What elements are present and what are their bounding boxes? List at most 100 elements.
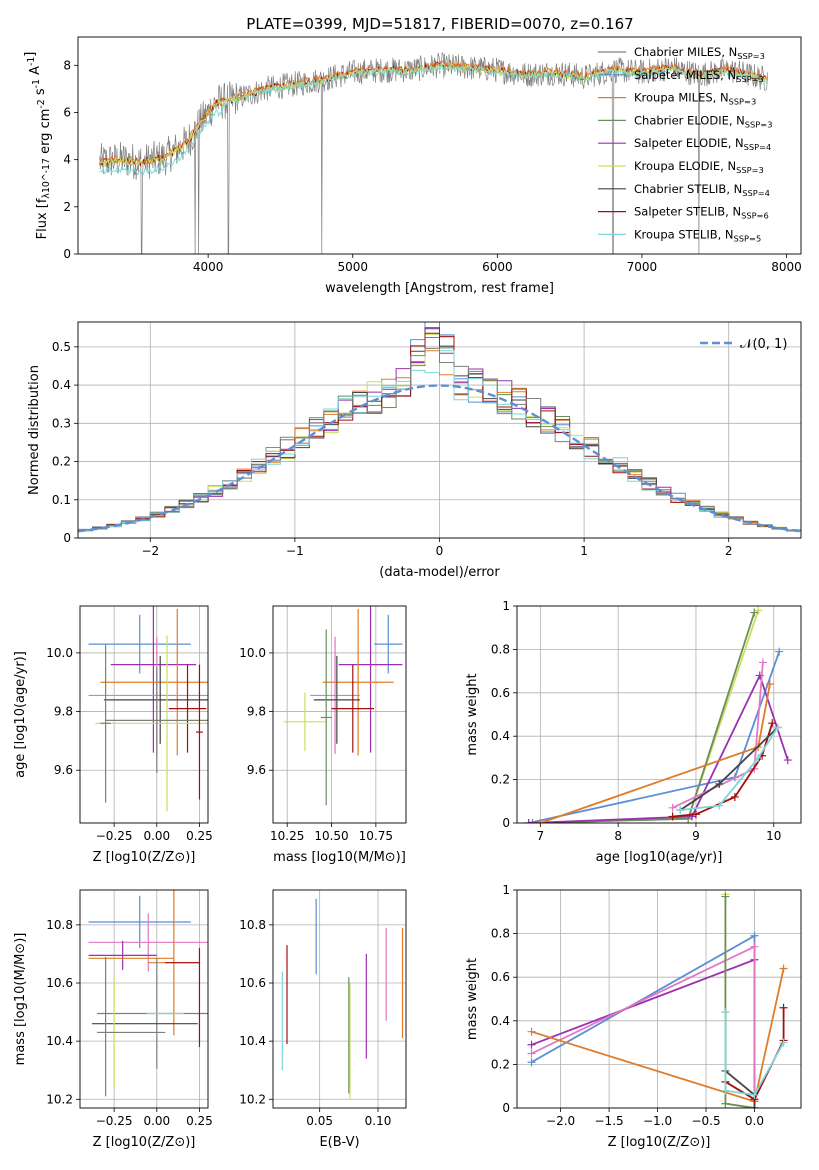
massweight-series bbox=[531, 968, 785, 1103]
y-tick-label: 0 bbox=[63, 247, 71, 261]
plot-area bbox=[88, 890, 208, 1097]
massweight-series bbox=[680, 727, 779, 811]
data-point-marker bbox=[730, 792, 739, 801]
x-tick-label: 10.75 bbox=[359, 829, 393, 843]
y-tick-label: 10.0 bbox=[239, 646, 266, 660]
axes-frame bbox=[77, 36, 802, 255]
y-tick-label: 0 bbox=[502, 816, 510, 830]
y-tick-label: 0.6 bbox=[491, 970, 510, 984]
x-axis-label: Z [log10(Z/Z⊙)] bbox=[608, 1135, 711, 1150]
y-tick-label: 6 bbox=[63, 105, 71, 119]
legend-label: Salpeter MILES, NSSP=3 bbox=[634, 68, 764, 84]
massweight-series bbox=[531, 945, 756, 1102]
y-axis-label: Flux [fλ10^-17 erg cm-2 s-1 A-1] bbox=[23, 52, 53, 240]
normal-curve bbox=[78, 384, 801, 533]
data-point-marker bbox=[524, 819, 533, 823]
plot-area bbox=[283, 606, 403, 806]
age-vs-Z-panel: −0.25 0.00 0.25 9.6 9.8 10.0 Z [log10(Z/Z⊙)] ag… bbox=[13, 605, 213, 865]
massweight-series bbox=[540, 683, 771, 823]
y-tick-label: 9.6 bbox=[247, 763, 266, 777]
x-tick-label: −1.0 bbox=[643, 1114, 672, 1128]
y-axis-label: mass weight bbox=[465, 958, 480, 1040]
y-tick-label: 0.3 bbox=[52, 416, 71, 430]
y-tick-label: 0.6 bbox=[491, 686, 510, 700]
x-tick-label: 2 bbox=[725, 544, 733, 558]
x-tick-label: −1.5 bbox=[595, 1114, 624, 1128]
figure-title: PLATE=0399, MJD=51817, FIBERID=0070, z=0… bbox=[246, 15, 633, 33]
data-point-marker bbox=[527, 1027, 536, 1036]
massweight-series bbox=[724, 1012, 785, 1096]
y-tick-label: 10.6 bbox=[239, 976, 266, 990]
data-point-marker bbox=[715, 779, 724, 788]
data-point-marker bbox=[779, 1038, 788, 1047]
x-tick-label: 6000 bbox=[482, 260, 513, 274]
y-tick-label: 9.6 bbox=[54, 763, 73, 777]
y-tick-label: 8 bbox=[63, 58, 71, 72]
y-tick-label: 2 bbox=[63, 200, 71, 214]
y-axis-label: mass weight bbox=[465, 673, 480, 755]
data-point-marker bbox=[528, 819, 537, 823]
x-tick-label: 4000 bbox=[193, 260, 224, 274]
y-tick-label: 10.8 bbox=[46, 918, 73, 932]
plot-area bbox=[78, 322, 801, 533]
mass-vs-Z-panel: −0.25 0.00 0.25 10.2 10.4 10.6 10.8 Z [log10(Z/… bbox=[13, 889, 213, 1150]
y-tick-label: 10.4 bbox=[239, 1034, 266, 1048]
y-tick-label: 0.2 bbox=[52, 455, 71, 469]
legend-label: Chabrier ELODIE, NSSP=3 bbox=[634, 113, 772, 129]
plot-area bbox=[88, 606, 208, 812]
x-tick-label: 10.25 bbox=[270, 829, 304, 843]
y-tick-label: 1 bbox=[502, 883, 510, 897]
x-tick-label: −0.5 bbox=[691, 1114, 720, 1128]
y-tick-label: 10.6 bbox=[46, 976, 73, 990]
plot-area bbox=[527, 890, 788, 1108]
spectrum-model-line bbox=[99, 62, 768, 168]
legend-label: Salpeter STELIB, NSSP=6 bbox=[634, 205, 769, 221]
x-axis-label: E(B-V) bbox=[319, 1135, 359, 1150]
x-axis-label: (data-model)/error bbox=[379, 565, 500, 580]
spectrum-data-line bbox=[99, 51, 769, 254]
y-tick-label: 0.1 bbox=[52, 493, 71, 507]
y-tick-label: 1 bbox=[502, 599, 510, 613]
axes-frame bbox=[79, 889, 209, 1109]
axes-frame bbox=[516, 605, 802, 824]
massweight-vs-Z-panel: −2.0 −1.5 −1.0 −0.5 0.0 0 0.2 0.4 0.6 0.8 1 Z [log1… bbox=[465, 883, 802, 1150]
massweight-series bbox=[528, 672, 789, 823]
massweight-series bbox=[724, 894, 755, 1108]
massweight-series bbox=[532, 612, 756, 823]
x-tick-label: −1 bbox=[286, 544, 304, 558]
residuals-panel: −2 −1 0 1 2 0 0.1 0.2 0.3 0.4 0.5 (data-model)/erro… bbox=[27, 321, 802, 580]
axes-frame bbox=[272, 605, 407, 824]
x-tick-label: −0.25 bbox=[96, 829, 133, 843]
data-point-marker bbox=[527, 1058, 536, 1067]
data-point-marker bbox=[721, 1099, 730, 1108]
plot-area bbox=[99, 51, 769, 254]
y-tick-label: 0.4 bbox=[491, 1014, 510, 1028]
data-point-marker bbox=[691, 810, 700, 819]
axes-frame bbox=[516, 889, 802, 1109]
y-tick-label: 10.2 bbox=[239, 1092, 266, 1106]
x-tick-label: 1 bbox=[580, 544, 588, 558]
legend-label: Kroupa ELODIE, NSSP=3 bbox=[634, 159, 764, 175]
y-tick-label: 0.8 bbox=[491, 642, 510, 656]
data-point-marker bbox=[527, 1049, 536, 1058]
y-tick-label: 0 bbox=[63, 531, 71, 545]
y-tick-label: 0.4 bbox=[52, 378, 71, 392]
x-axis-label: wavelength [Angstrom, rest frame] bbox=[325, 281, 554, 296]
data-point-marker bbox=[750, 931, 759, 940]
x-tick-label: 0.0 bbox=[745, 1114, 764, 1128]
y-tick-label: 0.2 bbox=[491, 773, 510, 787]
data-point-marker bbox=[768, 719, 777, 728]
x-axis-label: mass [log10(M/M⊙)] bbox=[273, 850, 406, 865]
data-point-marker bbox=[754, 753, 763, 762]
x-tick-label: −0.25 bbox=[96, 1114, 133, 1128]
data-point-marker bbox=[721, 1008, 730, 1017]
axes-frame bbox=[79, 605, 209, 824]
data-point-marker bbox=[773, 723, 782, 732]
massweight-series bbox=[532, 610, 760, 823]
data-point-marker bbox=[668, 803, 677, 812]
x-tick-label: 0.25 bbox=[186, 829, 213, 843]
massweight-series bbox=[531, 958, 756, 1102]
data-point-marker bbox=[536, 819, 545, 823]
data-point-marker bbox=[750, 1104, 759, 1108]
